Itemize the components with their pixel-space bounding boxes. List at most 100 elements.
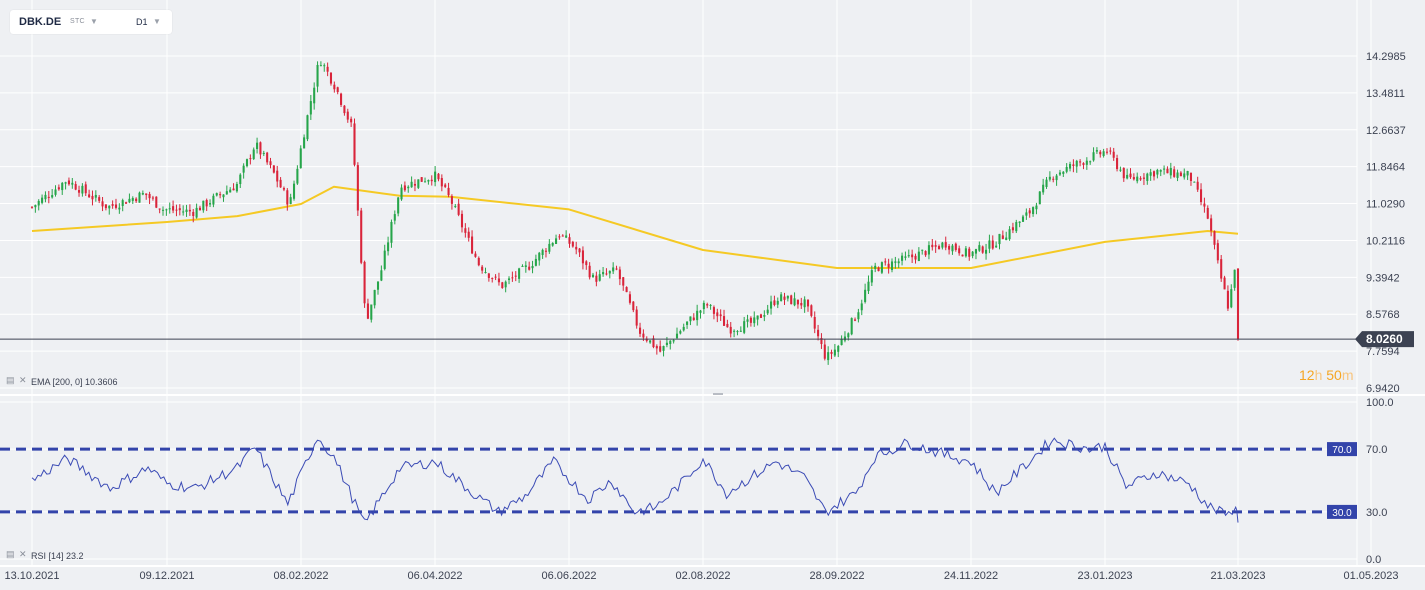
candle bbox=[837, 344, 840, 358]
candle bbox=[699, 309, 702, 319]
candle-body bbox=[494, 276, 497, 278]
candle bbox=[188, 204, 191, 216]
interval-selector[interactable]: D1 bbox=[136, 17, 148, 27]
candle-body bbox=[504, 281, 507, 288]
rsi-level-tag bbox=[1327, 442, 1357, 457]
candle bbox=[387, 236, 390, 256]
candle-body bbox=[235, 184, 238, 192]
candle-body bbox=[937, 246, 941, 250]
candle bbox=[1021, 214, 1025, 222]
candle bbox=[172, 200, 175, 214]
chevron-down-icon[interactable]: ▼ bbox=[90, 17, 98, 26]
candle-body bbox=[400, 187, 403, 200]
candle-body bbox=[131, 198, 134, 201]
candle-body bbox=[894, 261, 897, 263]
candle-body bbox=[914, 255, 917, 260]
candle-body bbox=[353, 123, 356, 165]
candle bbox=[558, 234, 561, 240]
candle-body bbox=[1032, 207, 1035, 215]
candle bbox=[840, 335, 843, 346]
candle bbox=[292, 180, 296, 201]
indicator-settings-icon[interactable]: ▤ bbox=[6, 549, 15, 559]
candle-body bbox=[507, 278, 511, 281]
candle-body bbox=[366, 303, 369, 319]
candle bbox=[655, 344, 658, 355]
candle-body bbox=[1216, 243, 1219, 261]
candle-body bbox=[1048, 176, 1051, 180]
candle bbox=[941, 241, 944, 250]
candle bbox=[860, 299, 863, 316]
candle bbox=[1065, 163, 1068, 174]
candle bbox=[245, 158, 249, 168]
candle-body bbox=[954, 243, 957, 250]
candle bbox=[1035, 202, 1038, 215]
candle bbox=[336, 86, 339, 95]
candle-body bbox=[1005, 237, 1008, 241]
close-icon[interactable]: ✕ bbox=[19, 375, 27, 385]
candle bbox=[1032, 206, 1035, 217]
candle-body bbox=[827, 352, 830, 361]
candle-body bbox=[212, 195, 215, 205]
candle bbox=[195, 203, 198, 219]
candle bbox=[303, 134, 306, 149]
candle-body bbox=[370, 304, 373, 320]
y-tick-label: 7.7594 bbox=[1366, 346, 1400, 358]
candle bbox=[551, 242, 554, 247]
candle bbox=[1105, 148, 1109, 155]
candle-body bbox=[689, 316, 692, 322]
candle-body bbox=[222, 194, 225, 198]
candle-body bbox=[877, 267, 880, 272]
x-tick-label: 21.03.2023 bbox=[1210, 570, 1265, 582]
candle bbox=[1189, 172, 1193, 186]
candle bbox=[904, 251, 907, 261]
candle bbox=[37, 199, 40, 211]
candle-body bbox=[477, 257, 480, 266]
candle-body bbox=[1028, 210, 1031, 214]
y-tick-label: 11.8464 bbox=[1366, 162, 1405, 174]
candle-body bbox=[407, 186, 410, 189]
candle-body bbox=[1082, 163, 1085, 165]
candle-body bbox=[702, 302, 705, 310]
candle-body bbox=[145, 193, 148, 196]
candle bbox=[696, 304, 699, 326]
candle-body bbox=[1126, 174, 1129, 179]
candle bbox=[340, 92, 343, 108]
candle bbox=[373, 289, 376, 309]
symbol-toolbar[interactable]: DBK.DE STC ▼ D1 ▼ bbox=[10, 10, 172, 34]
candle-body bbox=[679, 331, 682, 334]
candle-body bbox=[901, 255, 904, 261]
candle-body bbox=[669, 340, 672, 344]
candle bbox=[504, 280, 507, 293]
candle bbox=[427, 179, 430, 185]
candle bbox=[602, 267, 605, 277]
candle bbox=[1126, 168, 1129, 180]
candle bbox=[491, 277, 494, 283]
close-icon[interactable]: ✕ bbox=[19, 549, 27, 559]
candle bbox=[1005, 231, 1008, 241]
candle-body bbox=[454, 205, 457, 207]
candle-body bbox=[1102, 151, 1105, 156]
candle bbox=[47, 190, 50, 204]
candle-body bbox=[853, 319, 857, 321]
y-tick-label: 9.3942 bbox=[1366, 272, 1400, 284]
candle bbox=[390, 219, 393, 248]
candle bbox=[1008, 226, 1011, 241]
candle bbox=[198, 205, 202, 211]
candle bbox=[101, 196, 104, 212]
candle-body bbox=[1226, 290, 1229, 309]
candle-body bbox=[1163, 168, 1166, 170]
candle bbox=[259, 141, 262, 159]
chevron-down-icon[interactable]: ▼ bbox=[153, 17, 161, 26]
candle-body bbox=[793, 298, 796, 306]
candle-body bbox=[390, 221, 393, 243]
candle bbox=[823, 339, 826, 361]
indicator-settings-icon[interactable]: ▤ bbox=[6, 375, 15, 385]
symbol-name[interactable]: DBK.DE bbox=[19, 16, 62, 28]
candle bbox=[1176, 169, 1179, 182]
candle-body bbox=[460, 213, 464, 228]
candle bbox=[44, 191, 47, 203]
candle-body bbox=[1109, 150, 1112, 152]
y-tick-label: 6.9420 bbox=[1366, 383, 1400, 395]
rsi-indicator-label: RSI [14] 23.2 bbox=[31, 551, 84, 561]
